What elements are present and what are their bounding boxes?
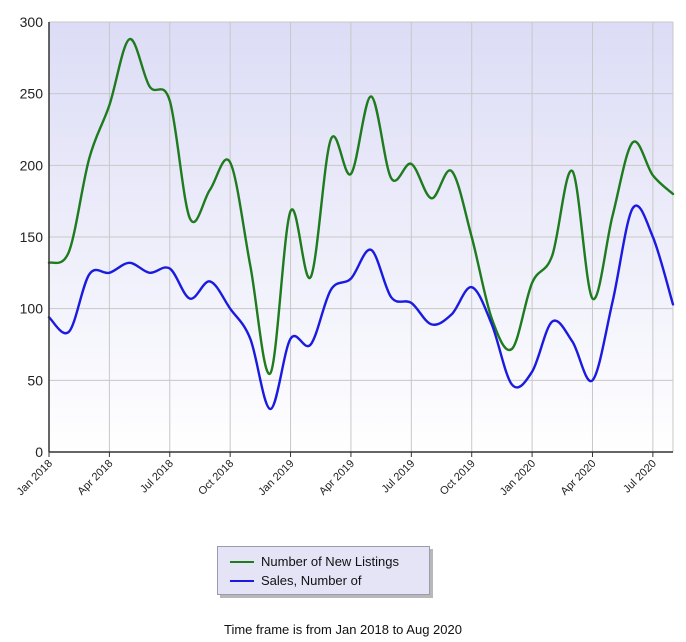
legend-swatch-sales xyxy=(230,579,254,582)
y-tick-label: 0 xyxy=(35,444,43,460)
line-chart: 0 50 100 150 200 250 300 Jan 2018 Apr 2018 Jul 20… xyxy=(15,14,675,498)
y-tick-label: 300 xyxy=(20,14,44,30)
legend-label-new-listings: Number of New Listings xyxy=(261,554,399,569)
x-tick-label: Jan 2020 xyxy=(498,458,538,498)
legend-swatch-new-listings xyxy=(230,560,254,563)
x-tick-label: Jan 2019 xyxy=(256,458,296,498)
series-line-new-listings xyxy=(47,37,675,375)
x-tick-label: Oct 2019 xyxy=(438,458,478,498)
y-tick-label: 250 xyxy=(20,86,44,102)
legend-item-new-listings: Number of New Listings xyxy=(230,552,429,571)
series-line-sales xyxy=(47,204,675,411)
x-tick-label: Jul 2019 xyxy=(380,458,418,496)
y-tick-label: 100 xyxy=(20,301,44,317)
legend-item-sales: Sales, Number of xyxy=(230,571,429,590)
y-tick-label: 200 xyxy=(20,157,44,173)
x-tick-label: Apr 2018 xyxy=(75,458,115,498)
y-tick-label: 50 xyxy=(27,372,43,388)
x-tick-label: Oct 2018 xyxy=(196,458,236,498)
x-tick-label: Apr 2019 xyxy=(317,458,357,498)
legend: Number of New Listings Sales, Number of xyxy=(217,546,430,595)
x-tick-label: Jul 2020 xyxy=(621,458,659,496)
axes xyxy=(48,22,673,457)
caption: Time frame is from Jan 2018 to Aug 2020 xyxy=(224,622,462,637)
y-tick-label: 150 xyxy=(20,229,44,245)
x-tick-label: Jan 2018 xyxy=(15,458,55,498)
legend-label-sales: Sales, Number of xyxy=(261,573,362,588)
series-layer xyxy=(47,37,675,411)
x-tick-label: Apr 2020 xyxy=(559,458,599,498)
x-tick-label: Jul 2018 xyxy=(138,458,176,496)
